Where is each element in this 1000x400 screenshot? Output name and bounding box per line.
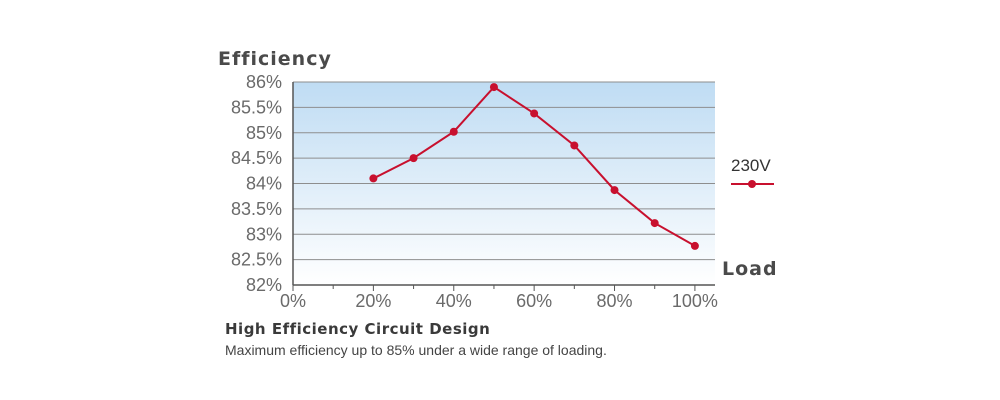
y-tick-label: 84.5% [231, 148, 282, 168]
data-point [650, 219, 659, 228]
caption-text: Maximum efficiency up to 85% under a wid… [225, 342, 607, 358]
data-point [610, 186, 619, 195]
x-tick-label: 100% [672, 291, 718, 311]
y-tick-label: 85% [246, 123, 282, 143]
y-tick-label: 82.5% [231, 250, 282, 270]
y-tick-label: 83.5% [231, 199, 282, 219]
y-tick-label: 85.5% [231, 97, 282, 117]
data-point [449, 127, 458, 136]
y-tick-label: 86% [246, 72, 282, 92]
data-point [690, 241, 699, 250]
x-tick-label: 0% [280, 291, 306, 311]
data-point [570, 141, 579, 150]
data-point [530, 109, 539, 118]
y-tick-label: 83% [246, 224, 282, 244]
x-tick-label: 40% [436, 291, 472, 311]
legend: 230V [731, 156, 774, 188]
legend-label: 230V [731, 156, 771, 175]
x-tick-labels: 0% 20% 40% 60% 80% 100% [280, 285, 718, 311]
y-tick-labels: 86% 85.5% 85% 84.5% 84% 83.5% 83% 82.5% 82% [231, 72, 282, 295]
data-point [409, 154, 418, 163]
series-layer [369, 83, 699, 250]
x-axis-title: Load [722, 258, 778, 280]
data-point [369, 174, 378, 183]
y-axis-title: Efficiency [218, 48, 332, 70]
grid-lines [293, 106, 715, 261]
x-tick-label: 20% [355, 291, 391, 311]
x-tick-label: 80% [597, 291, 633, 311]
caption-title: High Efficiency Circuit Design [225, 320, 491, 338]
axes [292, 81, 715, 286]
legend-marker [748, 180, 756, 188]
y-tick-label: 84% [246, 174, 282, 194]
x-tick-label: 60% [516, 291, 552, 311]
data-point [489, 83, 498, 92]
y-tick-label: 82% [246, 275, 282, 295]
